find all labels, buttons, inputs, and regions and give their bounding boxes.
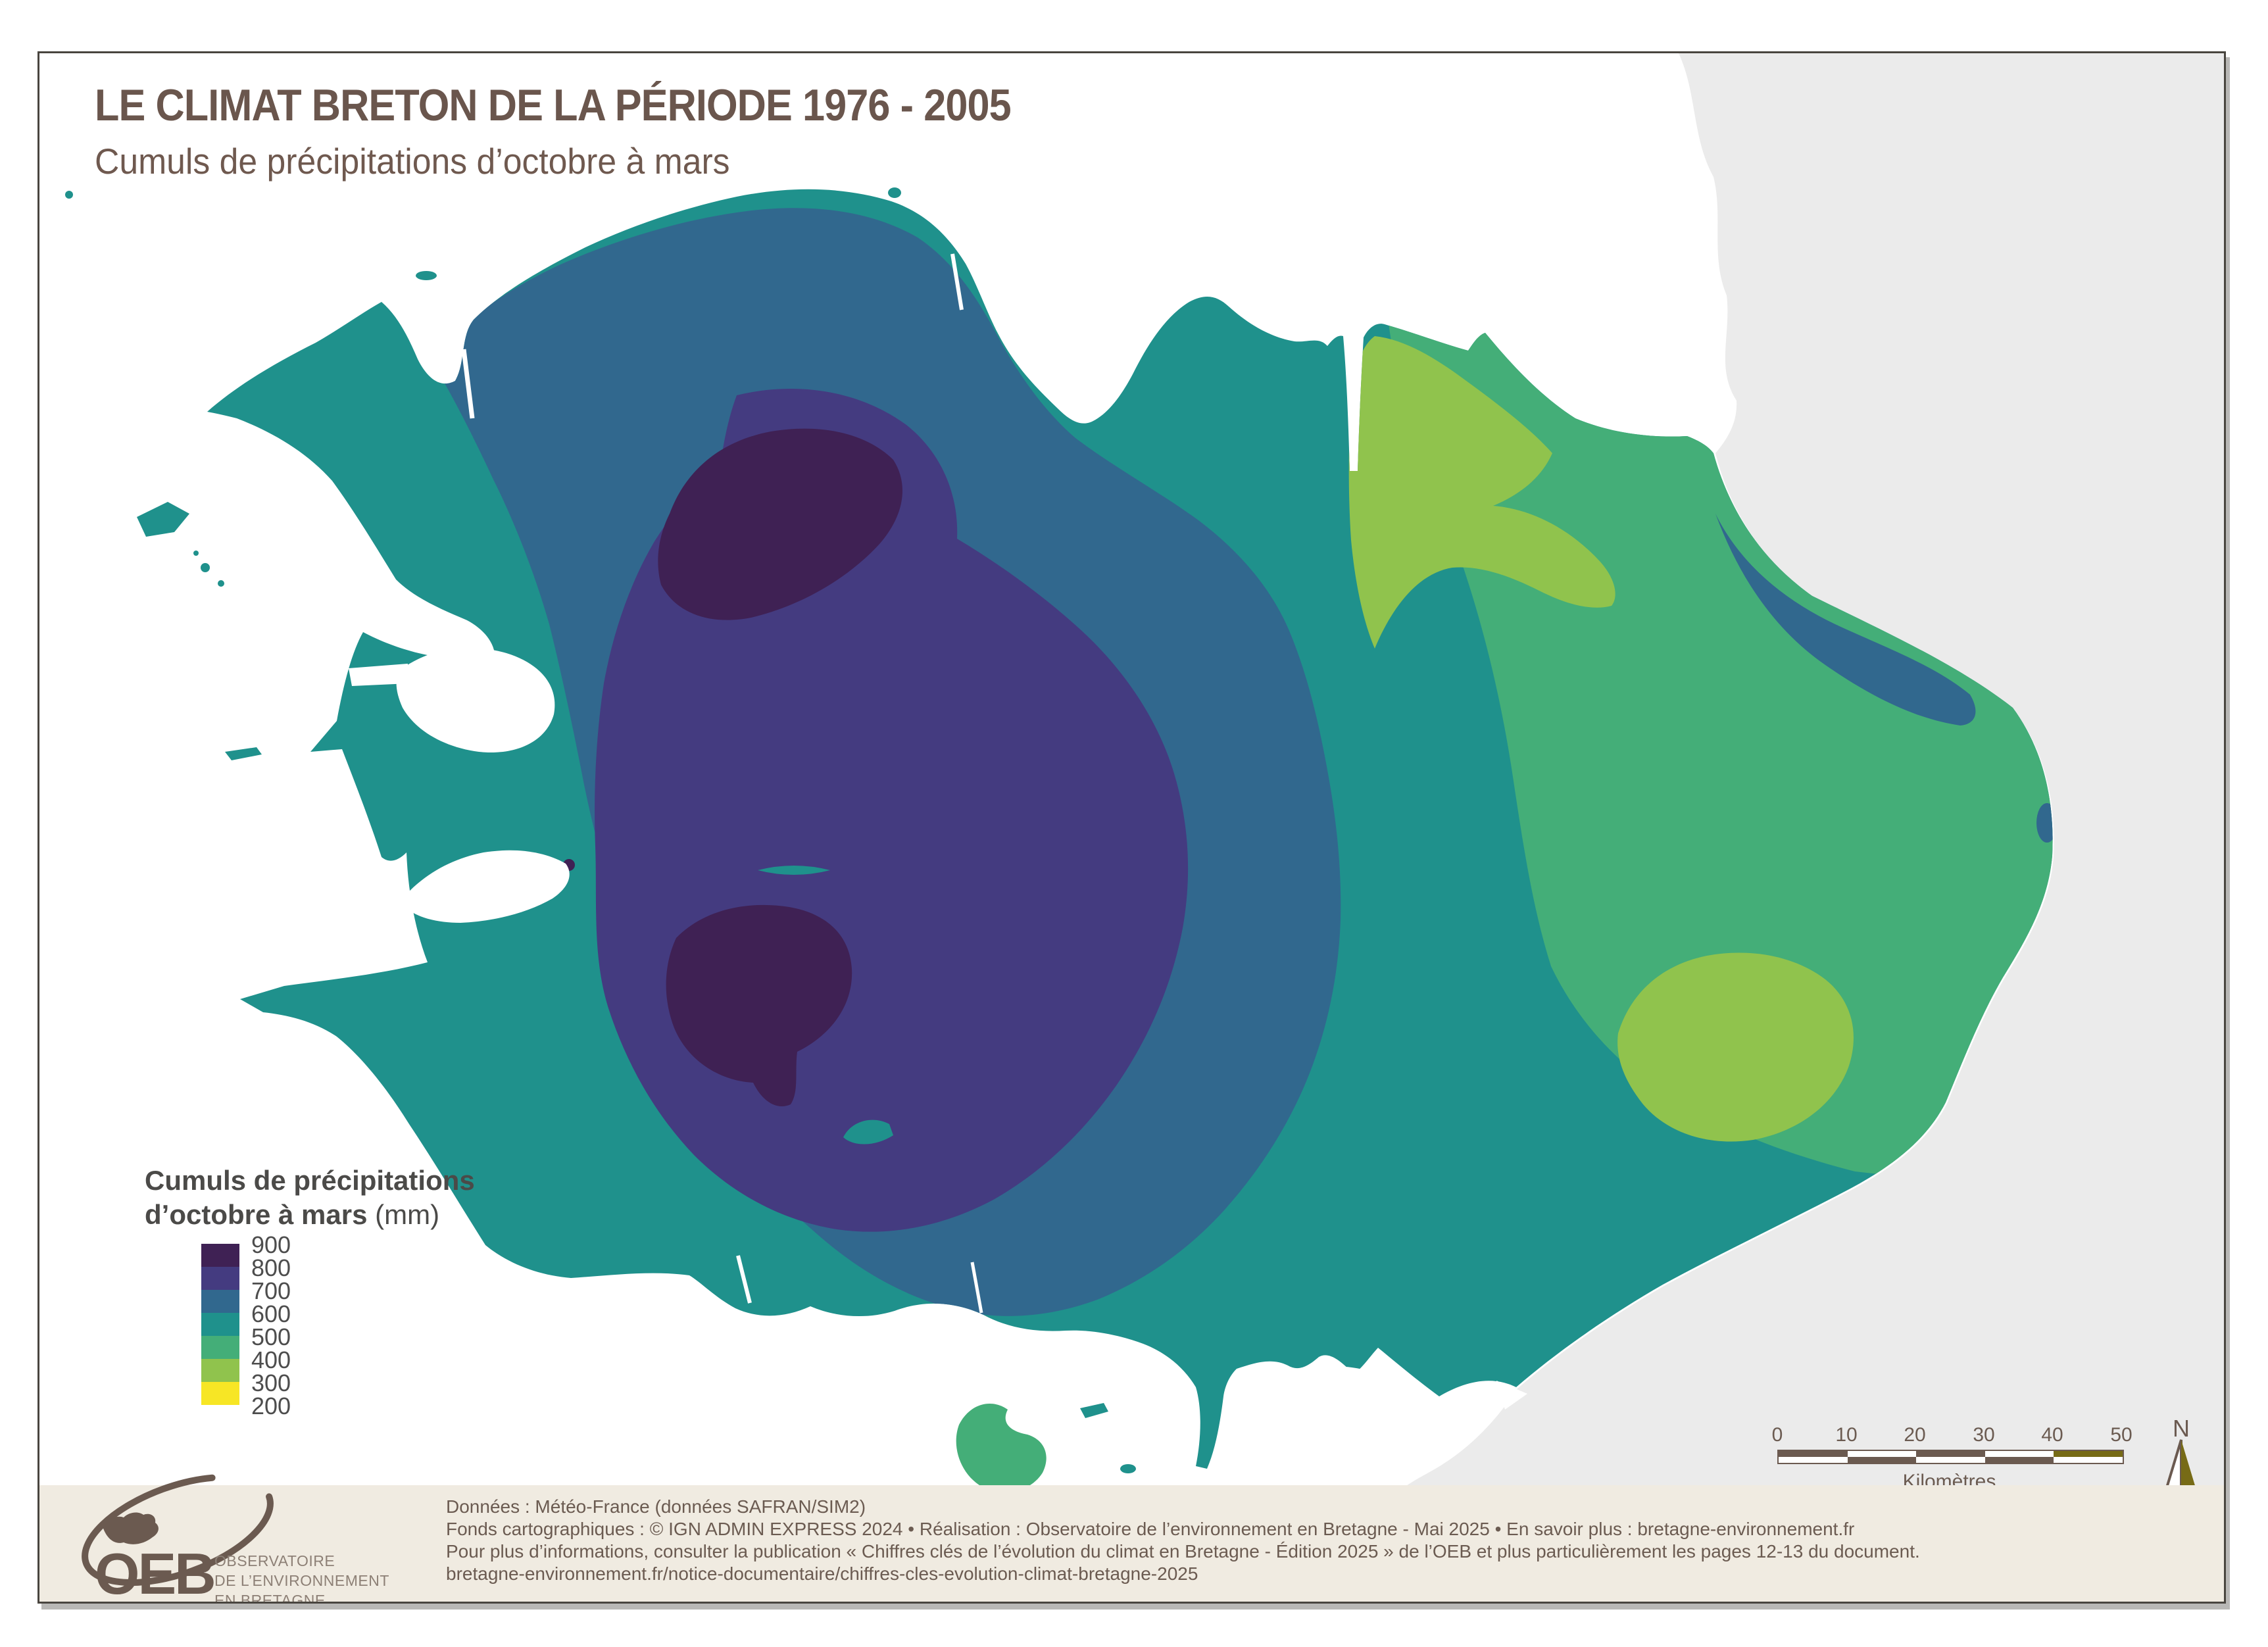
credits-block: Données : Météo-France (données SAFRAN/S…: [446, 1496, 1920, 1585]
brest-strait: [349, 664, 409, 686]
legend-label-900: 900: [251, 1231, 291, 1258]
rade-de-brest: [396, 647, 555, 753]
page-subtitle: Cumuls de précipitations d’octobre à mar…: [95, 141, 730, 182]
gulf-of-morbihan: [1284, 1366, 1402, 1413]
legend: Cumuls de précipitations d’octobre à mar…: [145, 1164, 475, 1418]
island-molene-3: [193, 551, 199, 556]
oeb-logo-graphic: [82, 1473, 274, 1586]
scalebar-segment: [1985, 1451, 2054, 1457]
legend-swatch-300-400: [201, 1359, 239, 1382]
odet-river: [736, 1255, 752, 1304]
legend-color-ramp: 900 800 700 600 500 400 300 200: [201, 1233, 475, 1418]
scalebar-segment: [2054, 1457, 2123, 1463]
page-title: LE CLIMAT BRETON DE LA PÉRIODE 1976 - 20…: [95, 80, 1012, 130]
credits-line-1: Données : Météo-France (données SAFRAN/S…: [446, 1496, 866, 1517]
oeb-logo: OEB OBSERVATOIRE DE L’ENVIRONNEMENT EN B…: [39, 1473, 434, 1602]
scalebar-tick-30: 30: [1973, 1424, 1995, 1446]
map-region-600-700mm-ne-border: [1715, 514, 1976, 725]
scalebar-segment: [1847, 1457, 1917, 1463]
map-region-800-900mm-north: [658, 428, 902, 620]
island-brehat: [888, 187, 901, 198]
legend-swatch-200-300: [201, 1382, 239, 1405]
logo-brittany-icon: [103, 1512, 159, 1544]
island-belle-ile: [956, 1404, 1047, 1492]
scalebar-segment: [1779, 1451, 1848, 1457]
scalebar: [1777, 1450, 2124, 1464]
scalebar-tick-50: 50: [2110, 1424, 2132, 1446]
legend-title: Cumuls de précipitations d’octobre à mar…: [145, 1164, 475, 1232]
map-region-300-400mm-saint-malo: [1348, 336, 1615, 649]
bay-douarnenez: [400, 850, 570, 923]
credits-line-2: Fonds cartographiques : © IGN ADMIN EXPR…: [446, 1519, 1855, 1539]
map-region-300-400mm-southeast: [1617, 952, 1854, 1142]
scalebar-tick-40: 40: [2041, 1424, 2063, 1446]
legend-swatch-700-800: [201, 1267, 239, 1290]
outside-region-land: [1337, 53, 2224, 1602]
north-arrow-label: N: [2173, 1415, 2190, 1442]
logo-org-line2: DE L’ENVIRONNEMENT: [214, 1572, 389, 1589]
north-arrow-right-half: [2181, 1440, 2198, 1496]
laita-river: [970, 1262, 983, 1314]
credits-line-4: bretagne-environnement.fr/notice-documen…: [446, 1563, 1198, 1584]
map-poster-frame: LE CLIMAT BRETON DE LA PÉRIODE 1976 - 20…: [37, 51, 2226, 1604]
island-houat: [1080, 1403, 1108, 1418]
scalebar-tick-20: 20: [1904, 1424, 1926, 1446]
legend-swatch-600-700: [201, 1290, 239, 1313]
logo-org-line3: EN BRETAGNE: [214, 1592, 326, 1602]
logo-acronym: OEB: [95, 1541, 216, 1602]
legend-swatch-800-900: [201, 1244, 239, 1267]
legend-label-500: 500: [251, 1323, 291, 1350]
legend-label-700: 700: [251, 1277, 291, 1304]
legend-label-600: 600: [251, 1300, 291, 1327]
map-region-800-900mm-south: [666, 904, 852, 1107]
brittany-precipitation-map: [65, 53, 2224, 1602]
lake-guerledan: [758, 866, 830, 875]
legend-label-300: 300: [251, 1369, 291, 1396]
scalebar-tick-0: 0: [1771, 1424, 1783, 1446]
island-molene: [201, 563, 210, 572]
logo-org-name: OBSERVATOIRE DE L’ENVIRONNEMENT EN BRETA…: [214, 1551, 389, 1602]
island-ouessant: [137, 502, 189, 537]
legend-label-200: 200: [251, 1392, 291, 1419]
island-hoedic: [1120, 1464, 1136, 1473]
scalebar-segment: [1916, 1457, 1985, 1463]
legend-unit: (mm): [367, 1199, 440, 1230]
scalebar-segment: [1847, 1451, 1917, 1457]
island-sept-iles: [65, 191, 73, 199]
legend-label-800: 800: [251, 1254, 291, 1281]
morlaix-river: [461, 349, 475, 419]
legend-title-line1: Cumuls de précipitations: [145, 1165, 475, 1196]
logo-swirl-icon: [82, 1473, 274, 1586]
footer: OEB OBSERVATOIRE DE L’ENVIRONNEMENT EN B…: [39, 1473, 2224, 1602]
scalebar-segment: [2054, 1451, 2123, 1457]
title-block: LE CLIMAT BRETON DE LA PÉRIODE 1976 - 20…: [95, 80, 1113, 182]
morbihan-channel: [1345, 1407, 1363, 1438]
scalebar-segment: [1916, 1451, 1985, 1457]
island-sein: [225, 747, 262, 760]
legend-swatch-500-600: [201, 1313, 239, 1336]
legend-label-400: 400: [251, 1346, 291, 1373]
island-batz: [416, 271, 437, 280]
legend-title-line2: d’octobre à mars: [145, 1199, 368, 1230]
legend-swatch-400-500: [201, 1336, 239, 1359]
scalebar-tick-10: 10: [1835, 1424, 1858, 1446]
island-molene-2: [218, 580, 224, 587]
credits-line-3: Pour plus d’informations, consulter la p…: [446, 1541, 1920, 1561]
scalebar-segment: [1985, 1457, 2054, 1463]
trieux-river: [950, 253, 964, 310]
island-groix: [843, 1119, 893, 1144]
scalebar-segment: [1779, 1457, 1848, 1463]
vilaine-estuary: [1496, 1381, 1527, 1410]
logo-org-line1: OBSERVATOIRE: [214, 1552, 335, 1569]
